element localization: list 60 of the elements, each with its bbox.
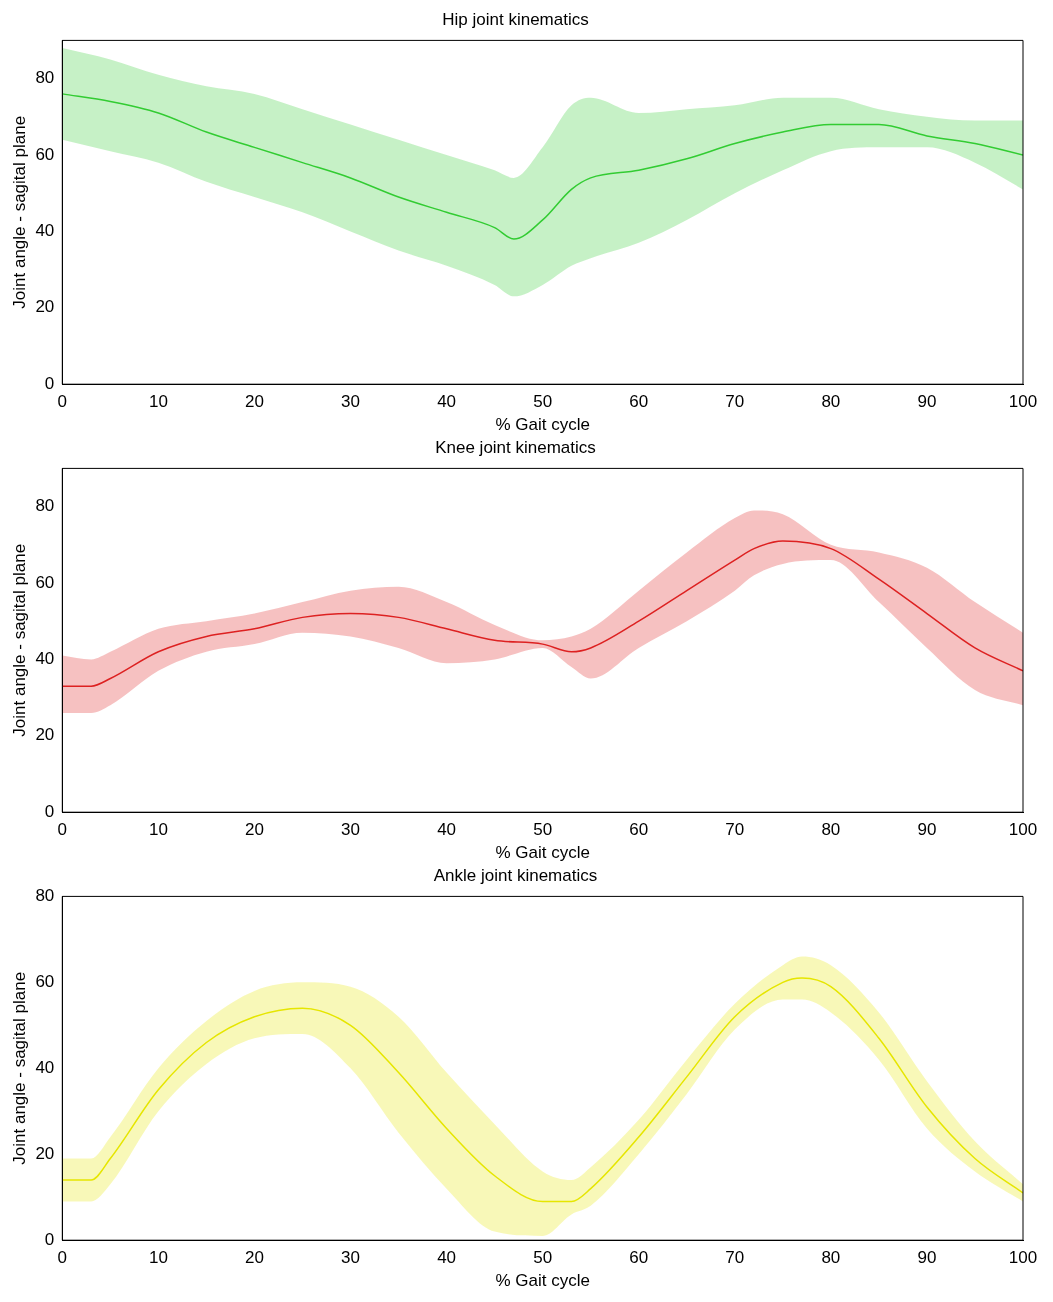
line-series [62, 977, 1023, 1203]
x-tick-label: 90 [917, 1248, 937, 1268]
chart-title: Ankle joint kinematics [433, 865, 598, 885]
x-tick-label: 70 [725, 1248, 745, 1268]
y-tick-label: 40 [35, 221, 55, 241]
x-tick-label: 90 [917, 820, 937, 840]
x-tick-label: 30 [341, 1248, 360, 1268]
x-tick-label: 0 [57, 1248, 68, 1268]
x-tick-label: 30 [341, 392, 360, 412]
x-tick-label: 40 [437, 1248, 457, 1268]
x-tick-label: 20 [244, 1248, 264, 1268]
x-tick-label: 50 [533, 1248, 553, 1268]
chart-title: Hip joint kinematics [442, 9, 589, 29]
x-tick-label: 60 [629, 1248, 649, 1268]
y-tick-label: 20 [35, 1143, 55, 1163]
y-tick-label: 20 [35, 297, 55, 317]
x-tick-label: 20 [244, 820, 264, 840]
y-tick-label: 0 [44, 801, 55, 821]
x-tick-label: 10 [148, 1248, 168, 1268]
y-tick-label: 80 [35, 68, 55, 88]
x-tick-label: 100 [1008, 1248, 1038, 1268]
x-tick-label: 80 [821, 392, 841, 412]
x-tick-label: 0 [57, 820, 68, 840]
y-tick-label: 60 [35, 144, 55, 164]
x-axis-title: % Gait cycle [495, 1271, 590, 1291]
x-tick-label: 80 [821, 1248, 841, 1268]
y-tick-label: 20 [35, 725, 55, 745]
y-axis-title: Joint angle - sagital plane [9, 115, 29, 309]
x-tick-label: 10 [148, 820, 168, 840]
x-tick-label: 20 [244, 392, 264, 412]
y-tick-label: 0 [44, 1229, 55, 1249]
x-tick-label: 60 [629, 820, 649, 840]
y-tick-label: 0 [44, 373, 55, 393]
y-tick-label: 40 [35, 649, 55, 669]
x-axis-title: % Gait cycle [495, 843, 590, 863]
chart-title: Knee joint kinematics [435, 437, 596, 457]
x-tick-label: 50 [533, 392, 553, 412]
y-tick-label: 80 [35, 886, 55, 906]
x-tick-label: 80 [821, 820, 841, 840]
x-tick-label: 60 [629, 392, 649, 412]
x-tick-label: 50 [533, 820, 553, 840]
x-tick-label: 40 [437, 820, 457, 840]
x-tick-label: 10 [148, 392, 168, 412]
x-tick-label: 70 [725, 820, 745, 840]
y-tick-label: 80 [35, 496, 55, 516]
x-tick-label: 30 [341, 820, 360, 840]
x-tick-label: 100 [1008, 392, 1038, 412]
line-series [62, 93, 1023, 240]
x-tick-label: 0 [57, 392, 68, 412]
x-tick-label: 100 [1008, 820, 1038, 840]
y-tick-label: 40 [35, 1057, 55, 1077]
y-tick-label: 60 [35, 972, 55, 992]
y-tick-label: 60 [35, 572, 55, 592]
y-axis-title: Joint angle - sagital plane [9, 971, 29, 1165]
x-tick-label: 90 [917, 392, 937, 412]
x-axis-title: % Gait cycle [495, 415, 590, 435]
x-tick-label: 70 [725, 392, 745, 412]
x-tick-label: 40 [437, 392, 457, 412]
line-series [62, 540, 1023, 687]
y-axis-title: Joint angle - sagital plane [9, 543, 29, 737]
